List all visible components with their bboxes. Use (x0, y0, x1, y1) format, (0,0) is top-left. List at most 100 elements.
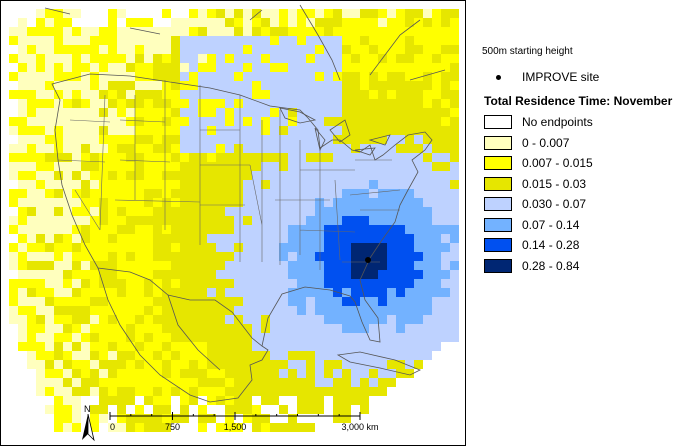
grid-cell (423, 270, 432, 279)
grid-cell (189, 387, 198, 396)
grid-cell (144, 180, 153, 189)
grid-cell (99, 324, 108, 333)
grid-cell (162, 252, 171, 261)
grid-cell (99, 63, 108, 72)
grid-cell (207, 225, 216, 234)
grid-cell (378, 171, 387, 180)
grid-cell (234, 252, 243, 261)
grid-cell (9, 126, 18, 135)
grid-cell (279, 288, 288, 297)
grid-cell (162, 423, 171, 432)
grid-cell (198, 144, 207, 153)
grid-cell (297, 153, 306, 162)
grid-cell (378, 369, 387, 378)
grid-cell (288, 18, 297, 27)
grid-cell (324, 180, 333, 189)
grid-cell (432, 207, 441, 216)
grid-cell (18, 171, 27, 180)
grid-cell (306, 72, 315, 81)
grid-cell (333, 297, 342, 306)
grid-cell (225, 315, 234, 324)
grid-cell (108, 81, 117, 90)
grid-cell (432, 315, 441, 324)
grid-cell (27, 261, 36, 270)
grid-cell (144, 378, 153, 387)
grid-cell (441, 72, 450, 81)
grid-cell (108, 387, 117, 396)
grid-cell (351, 171, 360, 180)
grid-cell (396, 135, 405, 144)
grid-cell (27, 342, 36, 351)
grid-cell (198, 252, 207, 261)
grid-cell (387, 54, 396, 63)
grid-cell (162, 333, 171, 342)
grid-cell (45, 144, 54, 153)
grid-cell (36, 108, 45, 117)
grid-cell (171, 306, 180, 315)
grid-cell (153, 396, 162, 405)
grid-cell (162, 63, 171, 72)
grid-cell (441, 261, 450, 270)
grid-cell (279, 153, 288, 162)
grid-cell (369, 315, 378, 324)
grid-cell (306, 351, 315, 360)
grid-cell (288, 81, 297, 90)
grid-cell (450, 9, 459, 18)
grid-cell (225, 297, 234, 306)
grid-cell (171, 90, 180, 99)
grid-cell (189, 234, 198, 243)
grid-cell (243, 216, 252, 225)
grid-cell (432, 135, 441, 144)
grid-cell (423, 135, 432, 144)
grid-cell (198, 216, 207, 225)
grid-cell (117, 297, 126, 306)
grid-cell (252, 54, 261, 63)
grid-cell (378, 198, 387, 207)
grid-cell (9, 216, 18, 225)
grid-cell (432, 252, 441, 261)
grid-cell (81, 207, 90, 216)
grid-cell (198, 9, 207, 18)
grid-cell (261, 306, 270, 315)
grid-cell (342, 81, 351, 90)
grid-cell (315, 117, 324, 126)
grid-cell (414, 180, 423, 189)
grid-cell (144, 387, 153, 396)
grid-cell (405, 126, 414, 135)
grid-cell (81, 360, 90, 369)
grid-cell (315, 351, 324, 360)
grid-cell (63, 342, 72, 351)
grid-cell (441, 9, 450, 18)
grid-cell (135, 153, 144, 162)
grid-cell (198, 162, 207, 171)
grid-cell (369, 27, 378, 36)
grid-cell (198, 117, 207, 126)
grid-cell (234, 216, 243, 225)
grid-cell (198, 423, 207, 432)
grid-cell (333, 369, 342, 378)
grid-cell (243, 180, 252, 189)
grid-cell (135, 324, 144, 333)
grid-cell (396, 225, 405, 234)
grid-cell (378, 99, 387, 108)
grid-cell (378, 126, 387, 135)
grid-cell (36, 315, 45, 324)
grid-cell (45, 153, 54, 162)
grid-cell (288, 189, 297, 198)
grid-cell (117, 90, 126, 99)
grid-cell (423, 351, 432, 360)
grid-cell (45, 252, 54, 261)
grid-cell (432, 117, 441, 126)
grid-cell (135, 252, 144, 261)
grid-cell (198, 99, 207, 108)
grid-cell (306, 162, 315, 171)
grid-cell (360, 342, 369, 351)
grid-cell (270, 279, 279, 288)
grid-cell (333, 198, 342, 207)
residence-time-map (0, 0, 466, 446)
grid-cell (297, 117, 306, 126)
grid-cell (279, 279, 288, 288)
grid-cell (396, 63, 405, 72)
grid-cell (342, 90, 351, 99)
grid-cell (288, 270, 297, 279)
